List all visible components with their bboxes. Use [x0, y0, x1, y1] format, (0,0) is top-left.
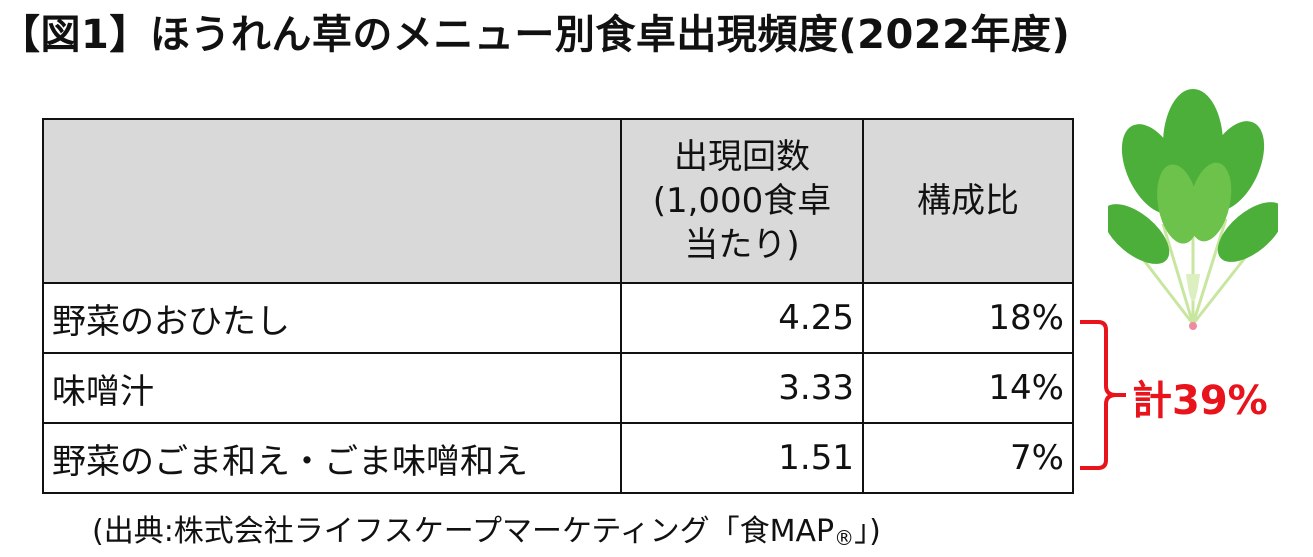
source: (出典:株式会社ライフスケープマーケティング「食MAP®」): [92, 506, 881, 550]
source-text: (出典:株式会社ライフスケープマーケティング「食MAP: [92, 514, 835, 549]
bracket-line: [1080, 320, 1126, 470]
table-row: 野菜のごま和え・ごま味噌和え 1.51 7%: [42, 422, 1074, 494]
title: 【図1】ほうれん草のメニュー別食卓出現頻度(2022年度): [0, 12, 1071, 58]
count-cell: 1.51: [620, 422, 864, 494]
menu-cell: 味噌汁: [42, 352, 622, 424]
header-text: 出現回数: [674, 137, 810, 177]
menu-cell: 野菜のおひたし: [42, 282, 622, 354]
header-text: (1,000食卓: [652, 181, 832, 221]
header-cell: [42, 118, 622, 284]
header-cell: 出現回数 (1,000食卓 当たり): [620, 118, 864, 284]
bracket: [1080, 320, 1126, 470]
spinach-illustration: [1108, 89, 1278, 330]
share-cell: 18%: [862, 282, 1074, 354]
table: 出現回数 (1,000食卓 当たり) 構成比 野菜のおひたし 4.25 18% 味噌汁…: [42, 118, 1074, 494]
header-row: 出現回数 (1,000食卓 当たり) 構成比: [42, 118, 1074, 284]
count-cell: 4.25: [620, 282, 864, 354]
source-close: 」): [854, 514, 881, 549]
header-text: 当たり): [684, 225, 800, 265]
table-row: 野菜のおひたし 4.25 18%: [42, 282, 1074, 354]
header-cell: 構成比: [862, 118, 1074, 284]
table-body: 野菜のおひたし 4.25 18% 味噌汁 3.33 14% 野菜のごま和え・ごま味噌和え 1.…: [42, 282, 1074, 494]
menu-cell: 野菜のごま和え・ごま味噌和え: [42, 422, 622, 494]
share-cell: 14%: [862, 352, 1074, 424]
share-cell: 7%: [862, 422, 1074, 494]
source-mark: ®: [834, 526, 855, 550]
count-cell: 3.33: [620, 352, 864, 424]
table-row: 味噌汁 3.33 14%: [42, 352, 1074, 424]
total-label: 計39%: [1132, 378, 1268, 424]
